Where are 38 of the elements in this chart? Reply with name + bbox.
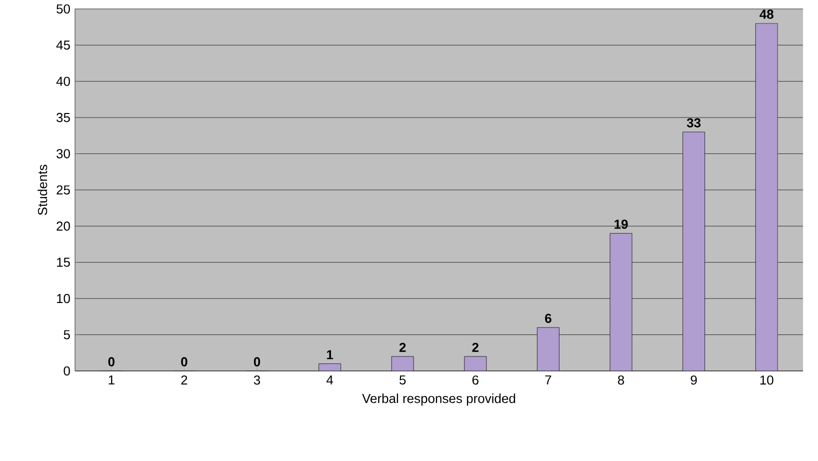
y-tick-label: 15 xyxy=(57,258,70,267)
x-tick-label: 10 xyxy=(760,375,774,385)
y-tick-label: 25 xyxy=(56,185,70,195)
y-axis-title: Students xyxy=(38,164,48,216)
data-label: 6 xyxy=(545,314,552,323)
x-tick-label: 1 xyxy=(108,375,114,384)
x-tick-label: 8 xyxy=(618,375,624,385)
x-axis-title: Verbal responses provided xyxy=(362,394,516,406)
y-tick-label: 30 xyxy=(56,149,70,158)
data-label: 48 xyxy=(760,10,774,19)
y-tick-label: 50 xyxy=(56,4,70,14)
data-label: 0 xyxy=(254,357,260,366)
data-label: 2 xyxy=(472,342,478,352)
bar xyxy=(391,356,414,371)
data-label: 2 xyxy=(399,342,406,352)
y-tick-label: 35 xyxy=(56,112,70,122)
x-tick-label: 5 xyxy=(400,375,406,385)
x-tick-label: 3 xyxy=(254,375,260,385)
data-label: 33 xyxy=(686,118,701,128)
bar xyxy=(537,327,560,371)
x-tick-label: 7 xyxy=(545,375,552,384)
bar xyxy=(755,23,778,371)
x-tick-label: 6 xyxy=(472,375,478,385)
y-tick-label: 0 xyxy=(64,366,70,376)
data-label: 1 xyxy=(327,350,334,360)
x-tick-label: 2 xyxy=(181,375,188,385)
x-tick-label: 4 xyxy=(326,375,334,384)
data-label: 0 xyxy=(108,357,114,366)
y-tick-label: 5 xyxy=(64,330,70,340)
bar xyxy=(464,356,487,371)
y-tick-label: 40 xyxy=(56,76,70,86)
y-tick-label: 20 xyxy=(56,222,70,231)
data-label: 0 xyxy=(181,357,188,366)
y-tick-label: 45 xyxy=(56,40,70,50)
y-tick-label: 10 xyxy=(57,294,70,304)
bar xyxy=(682,132,705,371)
bar xyxy=(610,233,632,371)
x-tick-label: 9 xyxy=(690,375,697,385)
